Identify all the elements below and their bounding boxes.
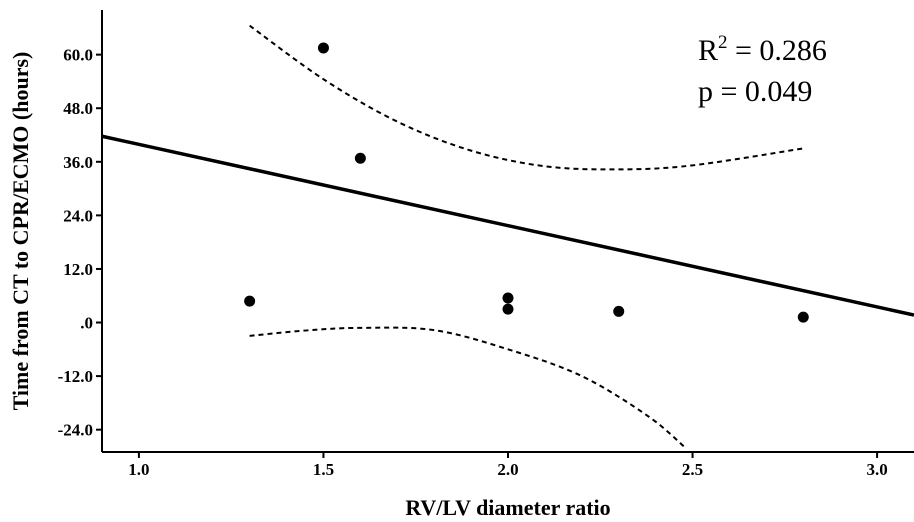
y-tick-label: .0 (80, 314, 93, 333)
data-point (797, 311, 809, 323)
y-tick-label: 48.0 (63, 99, 93, 118)
y-tick-label: 60.0 (63, 46, 93, 65)
x-tick-label: 2.0 (497, 460, 518, 479)
data-point (354, 152, 366, 164)
y-tick-label: 24.0 (63, 206, 93, 225)
p-value-annotation: p = 0.049 (698, 75, 812, 108)
y-tick-label: 12.0 (63, 260, 93, 279)
y-tick-label: -12.0 (58, 367, 93, 386)
y-tick-label: 36.0 (63, 153, 93, 172)
y-axis-ticks: 60.0 48.0 36.0 24.0 12.0 .0 -12.0 -24.0 (58, 46, 102, 440)
x-tick-label: 3.0 (866, 460, 887, 479)
x-tick-label: 2.5 (682, 460, 703, 479)
plot-area: 60.0 48.0 36.0 24.0 12.0 .0 -12.0 -24.0 1.0 1.5 2… (58, 10, 914, 479)
data-point (317, 42, 329, 54)
data-point (502, 303, 514, 315)
confidence-band-upper (249, 24, 804, 171)
regression-line (101, 134, 914, 317)
data-point (502, 292, 514, 304)
data-point (244, 295, 256, 307)
confidence-band-lower (249, 326, 686, 449)
x-axis-ticks: 1.0 1.5 2.0 2.5 3.0 (128, 452, 888, 479)
data-points (244, 42, 809, 323)
x-tick-label: 1.5 (313, 460, 334, 479)
r-squared-annotation: R2 = 0.286 (698, 32, 827, 67)
data-point (613, 305, 625, 317)
x-axis-title: RV/LV diameter ratio (405, 495, 610, 520)
y-axis-title: Time from CT to CPR/ECMO (hours) (8, 52, 33, 411)
y-tick-label: -24.0 (58, 421, 93, 440)
x-tick-label: 1.0 (128, 460, 149, 479)
